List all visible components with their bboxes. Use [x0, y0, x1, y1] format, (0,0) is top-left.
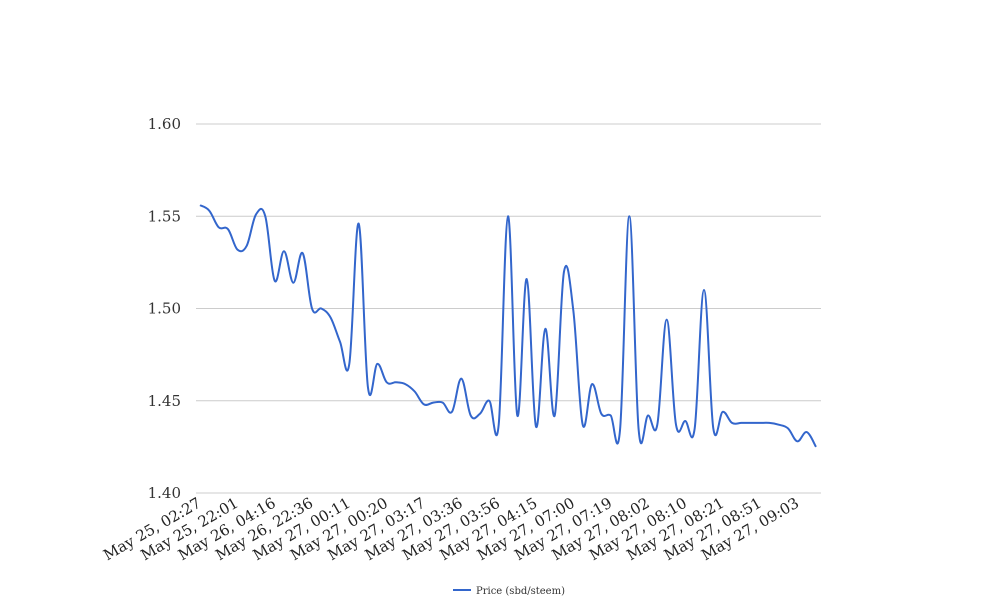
gridlines — [196, 123, 821, 494]
data-point — [395, 381, 397, 383]
data-point — [451, 411, 453, 413]
data-point — [264, 215, 266, 217]
data-point — [302, 252, 304, 254]
y-tick-label: 1.40 — [148, 484, 181, 502]
data-point — [722, 411, 724, 413]
data-point — [526, 278, 528, 280]
data-point — [712, 427, 714, 429]
data-point — [227, 228, 229, 230]
data-point — [750, 422, 752, 424]
data-point — [582, 424, 584, 426]
data-point — [442, 402, 444, 404]
data-point — [432, 402, 434, 404]
data-point — [563, 271, 565, 273]
data-point — [311, 308, 313, 310]
data-point — [470, 415, 472, 417]
data-point — [274, 280, 276, 282]
data-point — [255, 213, 257, 215]
data-point — [694, 427, 696, 429]
data-point — [199, 204, 201, 206]
data-point — [246, 245, 248, 247]
y-tick-label: 1.45 — [148, 392, 181, 410]
data-point — [236, 248, 238, 250]
series-line-price — [199, 204, 817, 448]
data-point — [423, 403, 425, 405]
data-point — [320, 308, 322, 310]
data-point — [806, 431, 808, 433]
data-point — [666, 319, 668, 321]
data-point — [367, 387, 369, 389]
data-point — [554, 415, 556, 417]
data-point — [498, 424, 500, 426]
data-point — [386, 381, 388, 383]
data-point — [292, 282, 294, 284]
data-point — [330, 317, 332, 319]
data-point — [619, 429, 621, 431]
y-tick-label: 1.55 — [148, 207, 181, 225]
data-point — [283, 250, 285, 252]
y-axis-ticks: 1.40 1.45 1.50 1.55 1.60 — [148, 115, 181, 502]
data-point — [778, 424, 780, 426]
data-point — [358, 223, 360, 225]
data-point — [339, 341, 341, 343]
data-point — [703, 289, 705, 291]
data-point — [675, 424, 677, 426]
legend: Price (sbd/steem) — [453, 586, 565, 597]
data-point — [759, 422, 761, 424]
data-point — [647, 415, 649, 417]
data-point — [740, 422, 742, 424]
legend-label-price: Price (sbd/steem) — [476, 586, 565, 597]
data-point — [507, 215, 509, 217]
data-point — [535, 426, 537, 428]
data-point — [208, 210, 210, 212]
data-point — [638, 429, 640, 431]
data-point — [479, 413, 481, 415]
data-point — [218, 226, 220, 228]
data-point — [414, 391, 416, 393]
data-point — [460, 378, 462, 380]
data-point — [600, 413, 602, 415]
data-point — [591, 383, 593, 385]
data-point — [348, 363, 350, 365]
data-point — [628, 215, 630, 217]
y-tick-label: 1.50 — [148, 300, 181, 318]
data-point — [768, 422, 770, 424]
data-point — [376, 363, 378, 365]
data-point — [815, 446, 817, 448]
data-point — [610, 415, 612, 417]
series-layer — [199, 204, 817, 448]
data-point — [787, 427, 789, 429]
data-point — [488, 400, 490, 402]
data-point — [404, 383, 406, 385]
data-point — [796, 440, 798, 442]
data-point — [656, 424, 658, 426]
y-tick-label: 1.60 — [148, 115, 181, 133]
data-point — [544, 328, 546, 330]
data-point — [684, 420, 686, 422]
data-point — [572, 309, 574, 311]
data-point — [516, 415, 518, 417]
data-point — [731, 422, 733, 424]
